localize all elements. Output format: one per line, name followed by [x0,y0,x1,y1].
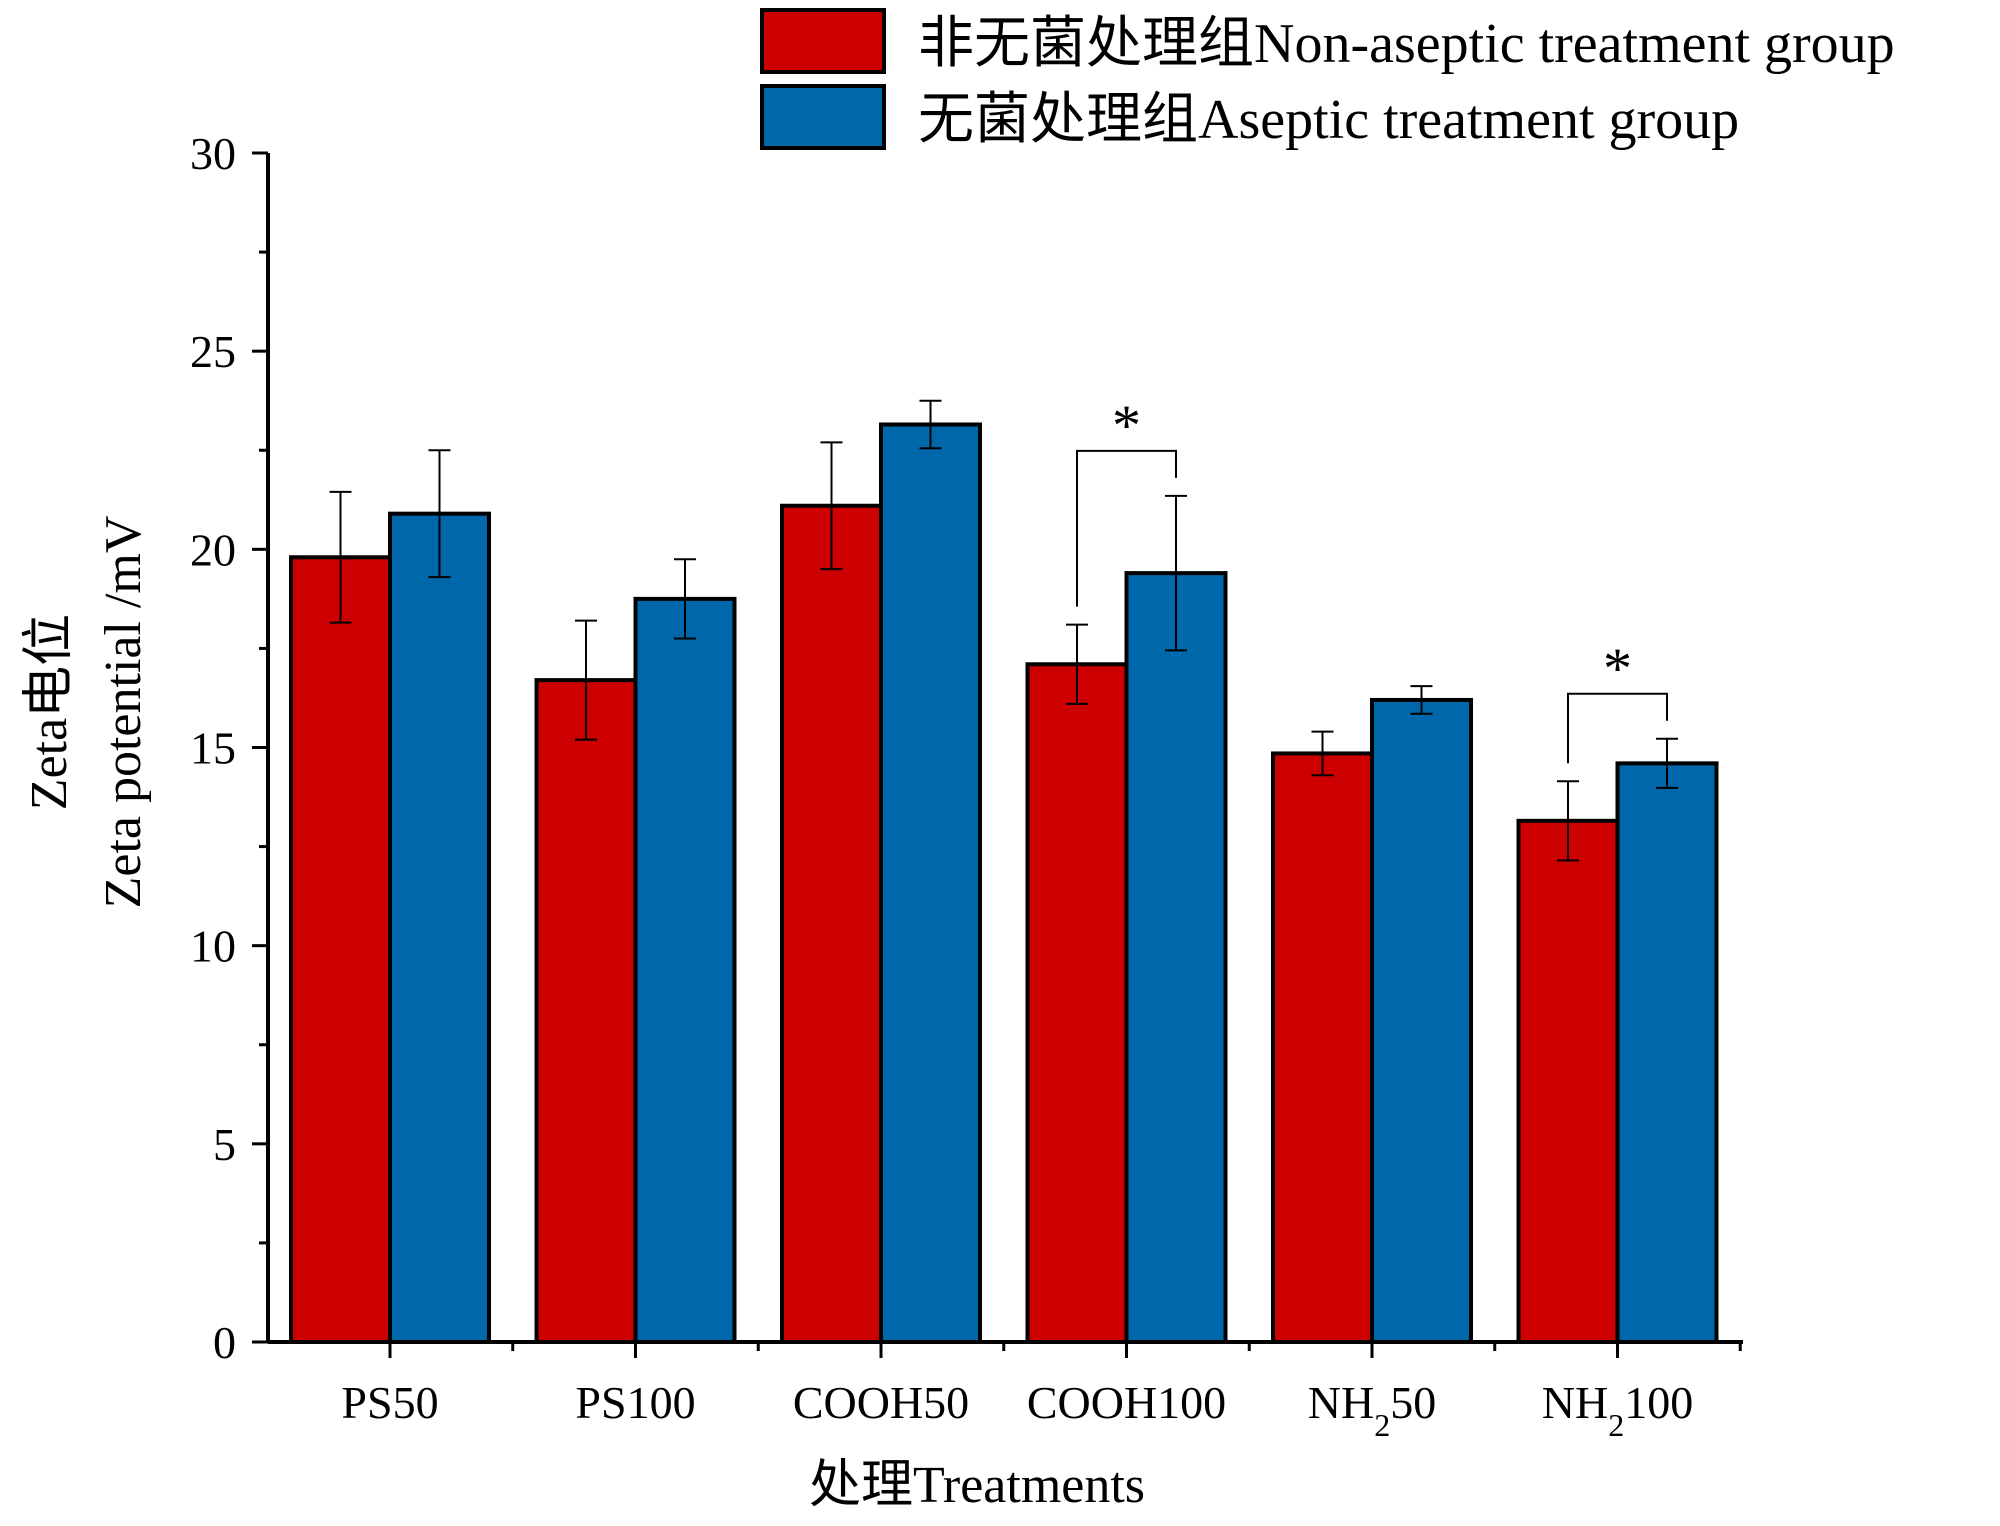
significance-bracket: * [1076,393,1177,607]
bar-non-aseptic [289,555,392,1344]
bar-aseptic [879,422,982,1344]
error-bar [575,619,597,741]
x-axis-title: 处理Treatments [809,1457,1145,1514]
significance-bracket-line [1567,692,1668,764]
y-tick-label: 0 [213,1317,236,1368]
error-bar [674,558,696,640]
bars-layer [289,422,1719,1344]
bar-aseptic [633,596,737,1344]
x-tick-label: COOH100 [1027,1377,1226,1428]
y-tick-label: 20 [190,524,236,575]
y-axis-title-cn: Zeta电位 [21,614,78,810]
error-bar [428,449,451,579]
legend: 非无菌处理组Non-aseptic treatment group 无菌处理组A… [760,8,1895,151]
significance-star: * [1603,636,1632,701]
x-tick-label: COOH50 [793,1377,969,1428]
x-tick-label: NH2100 [1542,1377,1693,1443]
error-bar [820,441,843,571]
bar-non-aseptic [780,503,883,1344]
y-tick-label: 15 [190,723,236,774]
y-tick-label: 25 [190,326,236,377]
error-bar [1410,685,1433,715]
legend-label-aseptic: 无菌处理组Aseptic treatment group [918,89,1739,151]
significance-bracket-line [1076,449,1177,607]
y-tick-label: 10 [190,921,236,972]
bar-non-aseptic [1516,818,1620,1344]
y-axis-title-en: Zeta potential /mV [95,516,152,909]
significance-bracket: * [1567,636,1668,764]
error-bar [919,399,942,450]
axes-layer: 0 5 10 15 20 25 30 PS50 PS100 COOH50 COOH100 NH250 N… [190,128,1743,1443]
significance-star: * [1112,393,1141,458]
bar-aseptic [1615,761,1719,1344]
x-tick-label: NH250 [1308,1377,1436,1443]
legend-label-non-aseptic: 非无菌处理组Non-aseptic treatment group [918,13,1895,75]
bar-aseptic [1124,571,1228,1344]
legend-swatch-aseptic [760,84,886,150]
error-bar [1165,494,1187,652]
error-bar [1557,780,1579,862]
error-bars-layer [329,399,1678,862]
y-tick-label: 5 [213,1119,236,1170]
bar-non-aseptic [1271,751,1374,1344]
bar-aseptic [388,511,491,1344]
y-tick-label: 30 [190,128,236,179]
legend-swatch-non-aseptic [760,8,886,74]
x-tick-label: PS50 [341,1377,438,1428]
error-bar [1066,623,1088,705]
x-tick-label: PS100 [575,1377,695,1428]
error-bar [329,490,352,624]
bar-non-aseptic [1025,662,1129,1344]
error-bar [1656,737,1678,789]
bar-aseptic [1370,697,1473,1344]
error-bar [1311,730,1334,777]
significance-layer: ** [1076,393,1668,764]
bar-non-aseptic [534,678,638,1344]
